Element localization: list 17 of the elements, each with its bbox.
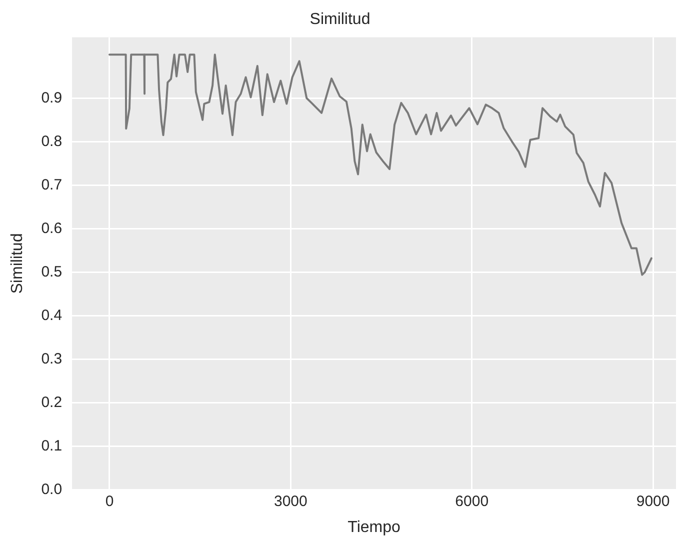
y-tick-label: 0.8: [41, 132, 62, 150]
x-tick-label: 9000: [636, 492, 670, 510]
y-tick-label: 0.2: [41, 394, 62, 411]
y-tick-label: 0.3: [41, 350, 62, 368]
y-tick-label: 0.9: [41, 89, 62, 106]
chart-title: Similitud: [310, 11, 370, 28]
y-tick-label: 0.6: [41, 220, 62, 237]
x-tick-label: 6000: [455, 492, 489, 510]
y-tick-label: 0.5: [41, 263, 62, 280]
y-axis-title: Similitud: [9, 233, 26, 294]
x-axis-title: Tiempo: [348, 518, 401, 536]
x-tick-label: 3000: [274, 492, 308, 510]
y-tick-label: 0.7: [41, 176, 62, 194]
y-tick-label: 0.4: [41, 306, 62, 324]
x-tick-label: 0: [105, 492, 114, 510]
y-tick-label: 0.0: [41, 480, 62, 498]
y-tick-label: 0.1: [41, 437, 62, 454]
